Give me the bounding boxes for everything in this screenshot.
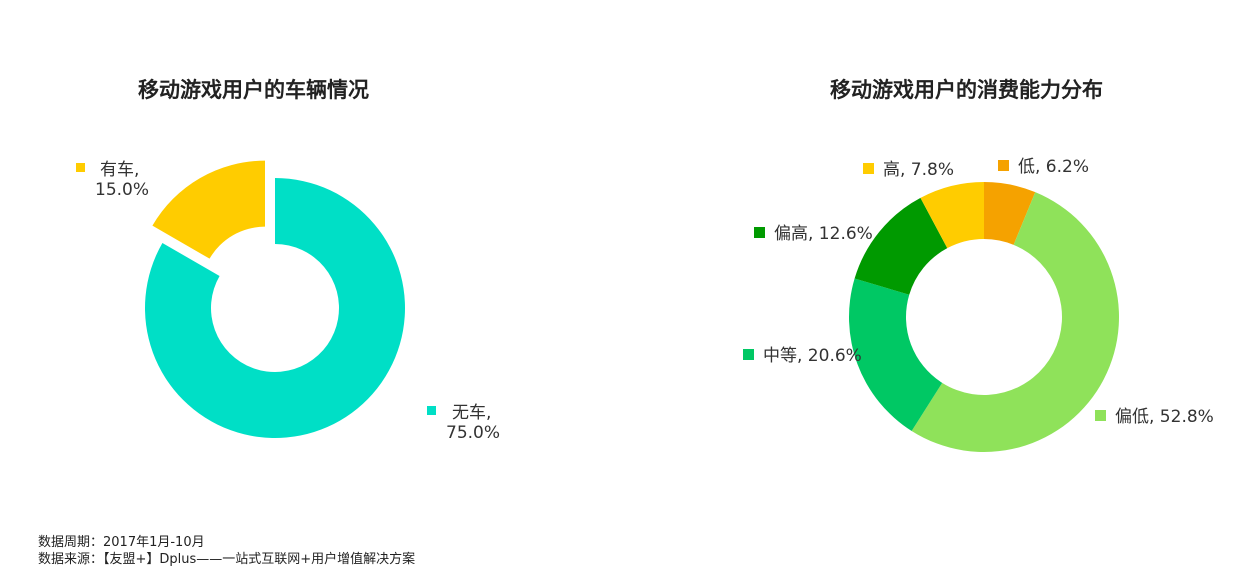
vehicle-legend-marker-0 xyxy=(427,406,436,415)
spending-legend-marker-1 xyxy=(1095,410,1106,421)
spending-legend-marker-0 xyxy=(998,160,1009,171)
vehicle-value-1: 15.0% xyxy=(95,180,149,200)
data-source-note: 数据来源：【友盟+】Dplus——一站式互联网+用户增值解决方案 xyxy=(38,552,416,567)
vehicle-value-0: 75.0% xyxy=(446,423,500,443)
spending-label-4: 高, 7.8% xyxy=(883,160,954,180)
spending-label-2: 中等, 20.6% xyxy=(763,346,862,366)
data-period-note: 数据周期：2017年1月-10月 xyxy=(38,535,205,550)
spending-label-0: 低, 6.2% xyxy=(1018,157,1089,177)
vehicle-slice-1 xyxy=(152,160,265,259)
vehicle-label-1: 有车, xyxy=(100,160,139,180)
chart-title-spending: 移动游戏用户的消费能力分布 xyxy=(830,78,1103,102)
chart-title-vehicle: 移动游戏用户的车辆情况 xyxy=(138,78,369,102)
vehicle-donut-chart: 无车,75.0% 有车,15.0% xyxy=(76,160,500,443)
spending-slice-2 xyxy=(849,278,943,431)
spending-slice-3 xyxy=(854,197,948,295)
spending-legend-marker-4 xyxy=(863,163,874,174)
spending-slice-0 xyxy=(984,182,1036,245)
spending-legend-marker-2 xyxy=(743,349,754,360)
vehicle-legend-marker-1 xyxy=(76,163,85,172)
vehicle-label-0: 无车, xyxy=(452,403,491,423)
spending-slice-4 xyxy=(920,182,984,249)
spending-legend-marker-3 xyxy=(754,227,765,238)
spending-donut-chart: 低, 6.2% 偏低, 52.8% 中等, 20.6% 偏高, 12.6% 高, 7.8… xyxy=(743,157,1214,453)
vehicle-slice-0 xyxy=(145,178,405,438)
spending-label-3: 偏高, 12.6% xyxy=(774,224,873,244)
spending-slice-1 xyxy=(911,192,1120,453)
spending-label-1: 偏低, 52.8% xyxy=(1115,407,1214,427)
